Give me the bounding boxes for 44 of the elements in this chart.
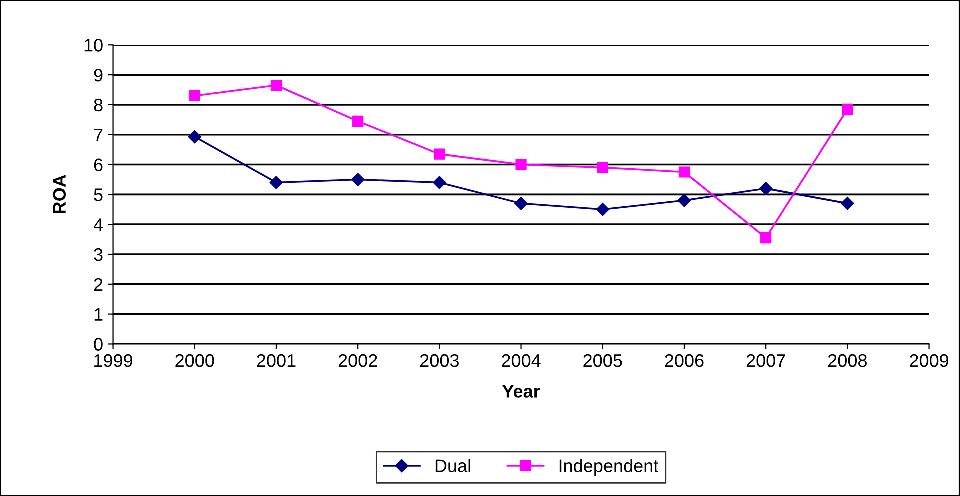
y-tick-label: 2 [94, 278, 103, 291]
x-tick-label: 2003 [420, 354, 459, 368]
legend-label: Independent [560, 459, 659, 476]
point [842, 104, 854, 115]
x-tick-label: 2002 [338, 354, 378, 368]
y-tick-label: 7 [94, 128, 103, 142]
legend-label: Dual [436, 459, 470, 472]
x-tick-label: 2000 [176, 354, 214, 368]
y-tick-label: 4 [94, 218, 104, 232]
x-tick-label: 2005 [584, 354, 622, 368]
point [514, 197, 528, 210]
y-tick-label: 3 [94, 248, 103, 262]
y-tick-label: 9 [94, 68, 103, 82]
point [351, 173, 365, 186]
x-tick-label: 2006 [665, 354, 704, 368]
x-tick-label: 2007 [746, 354, 786, 368]
point [270, 80, 282, 92]
point [270, 176, 284, 190]
x-tick-label: 2004 [502, 354, 541, 368]
point [596, 203, 610, 216]
y-tick-label: 8 [94, 98, 103, 112]
x-axis-title: Year [502, 385, 540, 398]
point [434, 148, 446, 160]
point [759, 182, 773, 196]
point [597, 162, 608, 174]
x-tick-label: 1999 [94, 354, 133, 368]
x-tick-label: 2008 [828, 354, 867, 368]
point [516, 159, 527, 170]
point [678, 194, 692, 208]
point [433, 176, 446, 190]
y-tick-label: 1 [94, 308, 103, 321]
point [189, 90, 200, 102]
y-axis-title: ROA [53, 175, 66, 214]
y-tick-label: 10 [84, 39, 103, 52]
point [678, 166, 690, 178]
x-tick-label: 2001 [257, 354, 296, 368]
point [188, 130, 202, 144]
y-tick-label: 5 [94, 188, 103, 202]
point [352, 116, 364, 127]
x-tick-label: 2009 [910, 354, 949, 368]
y-tick-label: 6 [94, 158, 103, 172]
point [841, 197, 854, 210]
y-tick-label: 0 [94, 338, 103, 351]
point [760, 232, 772, 244]
